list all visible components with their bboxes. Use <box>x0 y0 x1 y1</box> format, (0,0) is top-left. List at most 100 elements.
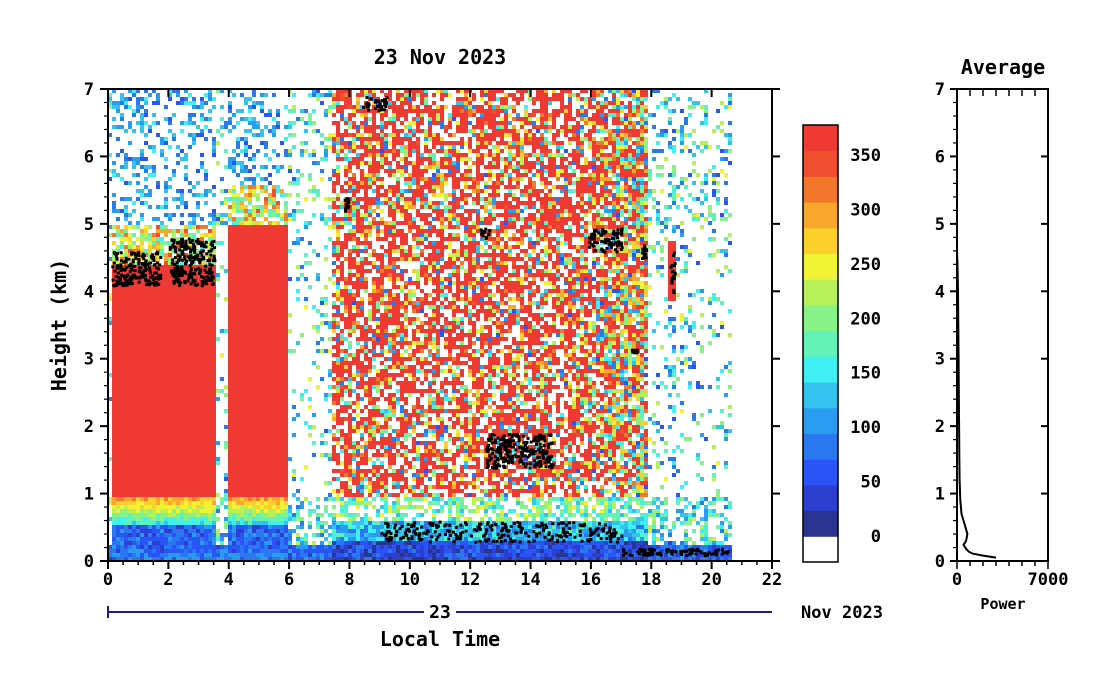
heatmap-cell <box>252 453 256 457</box>
heatmap-cell <box>208 385 212 389</box>
heatmap-cell <box>232 513 236 517</box>
heatmap-cell <box>280 529 284 533</box>
heatmap-cell <box>220 133 224 137</box>
heatmap-cell <box>264 377 268 381</box>
heatmap-cell <box>244 269 248 273</box>
heatmap-cell <box>308 549 312 553</box>
heatmap-cell <box>324 157 328 161</box>
heatmap-cell <box>144 165 148 169</box>
heatmap-cell <box>156 441 160 445</box>
heatmap-cell <box>208 497 212 501</box>
heatmap-cell <box>292 433 296 437</box>
heatmap-cell <box>152 349 156 353</box>
heatmap-cell <box>260 417 264 421</box>
heatmap-cell <box>336 437 340 441</box>
heatmap-cell <box>244 229 248 233</box>
heatmap-cell <box>316 97 320 101</box>
heatmap-cell <box>340 469 344 473</box>
heatmap-cell <box>136 517 140 521</box>
heatmap-cell <box>236 145 240 149</box>
heatmap-cell <box>232 333 236 337</box>
heatmap-cell <box>212 377 216 381</box>
heatmap-cell <box>112 337 116 341</box>
heatmap-cell <box>276 125 280 129</box>
heatmap-cell <box>124 309 128 313</box>
heatmap-cell <box>280 253 284 257</box>
heatmap-cell <box>284 209 288 213</box>
heatmap-cell <box>280 553 284 557</box>
heatmap-cell <box>176 437 180 441</box>
heatmap-cell <box>340 253 344 257</box>
heatmap-cell <box>260 165 264 169</box>
heatmap-cell <box>112 557 116 561</box>
heatmap-cell <box>188 429 192 433</box>
heatmap-cell <box>272 521 276 525</box>
heatmap-cell <box>284 513 288 517</box>
heatmap-cell <box>288 169 292 173</box>
heatmap-cell <box>240 513 244 517</box>
heatmap-cell <box>192 421 196 425</box>
heatmap-cell <box>336 169 340 173</box>
heatmap-cell <box>144 509 148 513</box>
heatmap-cell <box>340 445 344 449</box>
heatmap-cell <box>344 473 348 477</box>
heatmap-cell <box>140 349 144 353</box>
heatmap-cell <box>284 417 288 421</box>
heatmap-cell <box>180 357 184 361</box>
heatmap-cell <box>360 153 364 157</box>
heatmap-cell <box>256 313 260 317</box>
heatmap-cell <box>268 501 272 505</box>
heatmap-cell <box>204 353 208 357</box>
heatmap-cell <box>300 173 304 177</box>
heatmap-cell <box>300 117 304 121</box>
heatmap-cell <box>248 401 252 405</box>
heatmap-cell <box>192 313 196 317</box>
heatmap-cell <box>116 493 120 497</box>
heatmap-cell <box>268 129 272 133</box>
heatmap-cell <box>156 457 160 461</box>
heatmap-cell <box>360 121 364 125</box>
heatmap-cell <box>132 301 136 305</box>
heatmap-cell <box>272 537 276 541</box>
heatmap-cell <box>168 309 172 313</box>
heatmap-cell <box>152 377 156 381</box>
heatmap-cell <box>264 233 268 237</box>
heatmap-cell <box>128 525 132 529</box>
heatmap-cell <box>112 453 116 457</box>
heatmap-cell <box>244 205 248 209</box>
heatmap-cell <box>352 249 356 253</box>
heatmap-cell <box>116 425 120 429</box>
heatmap-cell <box>156 289 160 293</box>
heatmap-cell <box>272 197 276 201</box>
heatmap-cell <box>160 329 164 333</box>
heatmap-cell <box>128 557 132 561</box>
heatmap-cell <box>268 417 272 421</box>
heatmap-cell <box>336 269 340 273</box>
heatmap-cell <box>344 89 348 93</box>
heatmap-cell <box>120 349 124 353</box>
heatmap-cell <box>264 517 268 521</box>
heatmap-cell <box>112 117 116 121</box>
heatmap-cell <box>168 409 172 413</box>
heatmap-cell <box>228 369 232 373</box>
heatmap-cell <box>280 397 284 401</box>
heatmap-cell <box>280 353 284 357</box>
heatmap-cell <box>116 361 120 365</box>
heatmap-cell <box>140 529 144 533</box>
heatmap-cell <box>284 273 288 277</box>
heatmap-cell <box>200 549 204 553</box>
heatmap-cell <box>260 393 264 397</box>
heatmap-cell <box>176 297 180 301</box>
heatmap-cell <box>236 301 240 305</box>
heatmap-cell <box>176 401 180 405</box>
heatmap-cell <box>260 409 264 413</box>
heatmap-cell <box>200 517 204 521</box>
heatmap-cell <box>320 453 324 457</box>
heatmap-cell <box>116 377 120 381</box>
heatmap-cell <box>212 477 216 481</box>
heatmap-cell <box>340 509 344 513</box>
heatmap-cell <box>252 305 256 309</box>
heatmap-cell <box>204 361 208 365</box>
heatmap-cell <box>332 149 336 153</box>
heatmap-cell <box>228 401 232 405</box>
